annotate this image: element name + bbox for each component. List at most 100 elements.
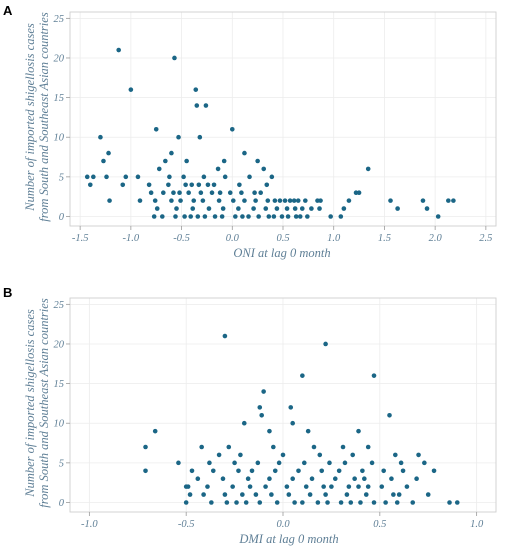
panel-a-data-point	[156, 166, 162, 172]
panel-a-plot-area: 0 5 10 15 20 25 -1.5 -1.0 -0.5 0.0 0.5 1.0 1.5 2.0 2.5	[54, 11, 497, 244]
panel-b-y-axis-title: Number of imported shigellosis cases fro…	[23, 298, 51, 508]
panel-a-x-tick-label: 0.5	[276, 233, 289, 244]
panel-b-data-point	[241, 420, 247, 426]
panel-a-data-point	[242, 150, 247, 156]
panel-a-data-point	[173, 214, 178, 219]
panel-b-y-axis-title-line-1: Number of imported shigellosis cases	[23, 309, 37, 498]
panel-b-data-point	[344, 492, 350, 497]
panel-b-data-point	[286, 492, 292, 497]
panel-a-data-point	[195, 214, 201, 219]
panel-b-data-point	[195, 476, 201, 482]
panel-b-data-point	[245, 476, 251, 482]
panel-b-data-point	[356, 484, 361, 489]
panel-a-data-point	[251, 206, 256, 211]
panel-a-x-tick-label: 1.5	[378, 233, 391, 244]
panel-b-points	[143, 333, 460, 505]
panel-a-data-point	[104, 174, 109, 180]
panel-b-data-point	[340, 444, 346, 450]
panel-b-data-point	[305, 428, 311, 434]
panel-b-data-point	[348, 500, 354, 505]
panel-a-x-tick-label: 0.0	[226, 233, 240, 244]
panel-b-y-tick-label: 5	[59, 458, 64, 469]
panel-a-data-point	[233, 214, 238, 219]
panel-a-data-point	[198, 190, 204, 196]
panel-b-data-point	[143, 468, 148, 474]
panel-a-x-tick-label: 2.0	[429, 233, 443, 244]
panel-b-data-point	[393, 452, 398, 458]
panel-b-data-point	[338, 500, 344, 505]
panel-b-data-point	[292, 500, 297, 505]
panel-b-data-point	[352, 476, 357, 482]
panel-a-data-point	[305, 214, 310, 219]
panel-b-data-point	[267, 428, 272, 434]
panel-b-data-point	[369, 460, 375, 466]
panel-a-data-point	[229, 127, 235, 132]
panel-a-data-point	[194, 103, 200, 108]
panel-a-data-point	[239, 190, 244, 196]
panel-b-data-point	[371, 500, 377, 505]
panel-a-data-point	[227, 190, 233, 196]
panel-b-data-point	[290, 476, 295, 482]
panel-b-data-point	[342, 460, 348, 466]
panel-b-data-point	[323, 492, 328, 497]
panel-b-data-point	[290, 420, 295, 426]
panel-b-x-tick-label: -1.0	[81, 519, 98, 530]
panel-a-data-point	[255, 158, 260, 164]
panel-b-data-point	[209, 500, 214, 505]
panel-b-data-point	[311, 444, 317, 450]
panel-a-data-point	[197, 134, 203, 140]
panel-a-x-axis-title: ONI at lag 0 month	[233, 246, 330, 260]
panel-a-data-point	[167, 174, 172, 180]
panel-a-data-point	[269, 174, 275, 180]
panel-a-data-point	[272, 198, 278, 203]
panel-a-data-point	[242, 198, 247, 203]
panel-b-data-point	[365, 484, 371, 489]
panel-a-data-point	[202, 214, 208, 219]
panel-b-data-point	[247, 484, 253, 489]
panel-b-data-point	[271, 444, 276, 450]
panel-a-data-point	[169, 198, 174, 203]
panel-b-data-point	[383, 500, 388, 505]
panel-b-data-point	[226, 444, 232, 450]
panel-a-data-point	[160, 214, 165, 219]
panel-a-data-point	[183, 182, 188, 188]
panel-b-data-point	[224, 500, 230, 505]
panel-b-label: B	[3, 285, 12, 300]
panel-a-data-point	[106, 150, 111, 156]
panel-b-y-tick-label: 10	[54, 419, 65, 430]
panel-b-data-point	[232, 460, 237, 466]
panel-a-data-point	[240, 214, 245, 219]
panel-b-data-point	[267, 476, 272, 482]
panel-b-data-point	[400, 468, 406, 474]
panel-b-data-point	[416, 452, 421, 458]
panel-b-data-point	[396, 492, 402, 497]
panel-a-points	[84, 47, 456, 219]
panel-a-data-point	[174, 206, 179, 211]
panel-a-data-point	[215, 166, 221, 172]
panel-a-data-point	[169, 150, 174, 156]
panel-a-data-point	[253, 198, 258, 203]
panel-a-data-point	[84, 174, 90, 180]
panel-b-data-point	[398, 460, 404, 466]
panel-a-data-point	[261, 166, 267, 172]
panel-a-data-point	[303, 198, 308, 203]
panel-a-data-point	[206, 206, 212, 211]
panel-b-data-point	[210, 468, 216, 474]
panel-a-data-point	[98, 134, 103, 140]
panel-a-data-point	[446, 198, 451, 203]
panel-b-data-point	[183, 500, 189, 505]
panel-b-data-point	[152, 428, 158, 434]
panel-a-data-point	[161, 190, 166, 196]
panel-b-data-point	[389, 476, 394, 482]
panel-a-data-point	[274, 206, 280, 211]
panel-a-data-point	[151, 214, 157, 219]
panel-b-data-point	[269, 492, 274, 497]
panel-a-data-point	[123, 174, 129, 180]
panel-b-data-point	[336, 468, 342, 474]
panel-a-data-point	[137, 198, 143, 203]
panel-b-data-point	[307, 492, 313, 497]
panel-a-data-point	[196, 182, 202, 188]
panel-b-x-axis-title: DMI at lag 0 month	[238, 532, 338, 546]
panel-b-data-point	[371, 373, 377, 378]
